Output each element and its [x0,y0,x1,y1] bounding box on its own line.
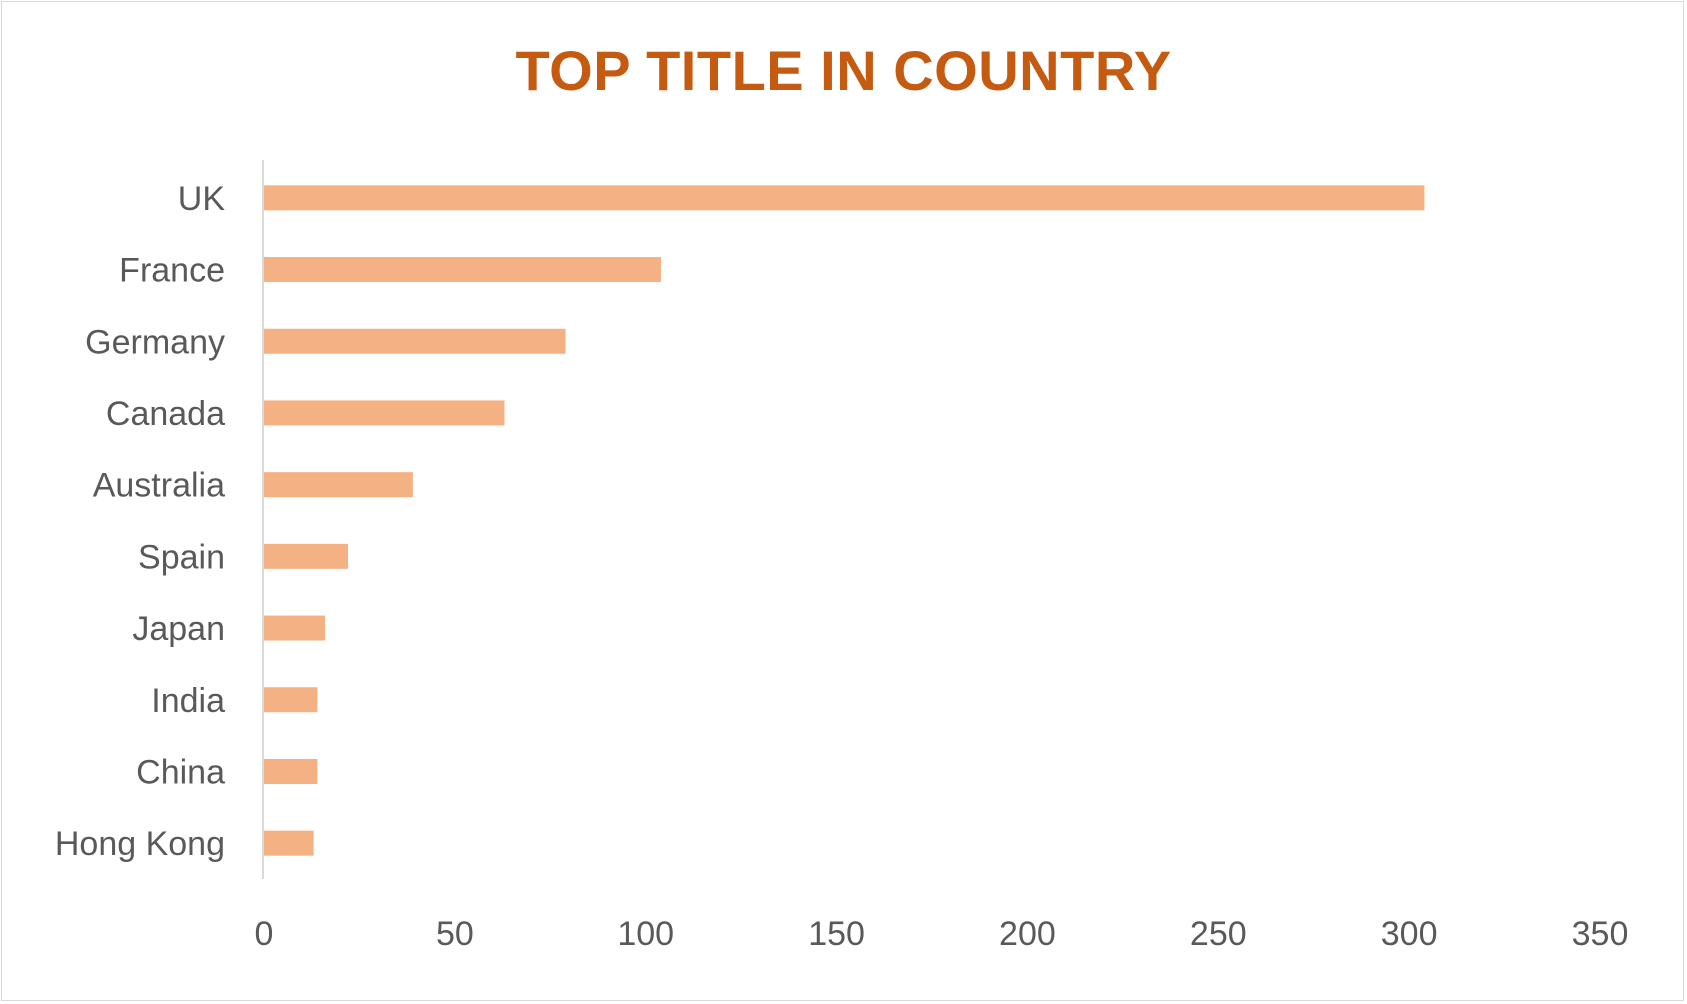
bar-france [264,257,661,283]
x-tick-label: 200 [999,915,1056,953]
x-tick-label: 100 [617,915,674,953]
x-tick-label: 300 [1381,915,1438,953]
bar-spain [264,543,348,569]
bar-uk [264,185,1425,211]
bar-japan [264,615,326,641]
x-tick-label: 350 [1572,915,1629,953]
x-tick-label: 50 [436,915,474,953]
chart-title: TOP TITLE IN COUNTRY [515,39,1172,102]
bar-canada [264,400,505,426]
x-tick-labels: 0 50 100 150 200 250 300 350 [255,915,1629,953]
category-label: India [151,682,225,720]
bar-china [264,758,318,784]
category-label: Germany [85,323,225,361]
category-label: Japan [132,610,225,648]
bar-india [264,687,318,713]
category-label: China [136,753,225,791]
bar-germany [264,328,566,354]
category-labels: UK France Germany Canada Australia Spain Japan… [55,180,225,863]
bar-hong-kong [264,830,314,856]
category-label: UK [178,180,226,218]
bar-australia [264,472,413,498]
x-tick-label: 250 [1190,915,1247,953]
category-label: Australia [93,467,225,505]
category-label: Spain [138,538,225,576]
category-label: Canada [106,395,225,433]
category-label: Hong Kong [55,825,225,863]
category-label: France [119,252,225,290]
x-tick-label: 150 [808,915,865,953]
x-tick-label: 0 [255,915,274,953]
bars-group [264,185,1425,856]
